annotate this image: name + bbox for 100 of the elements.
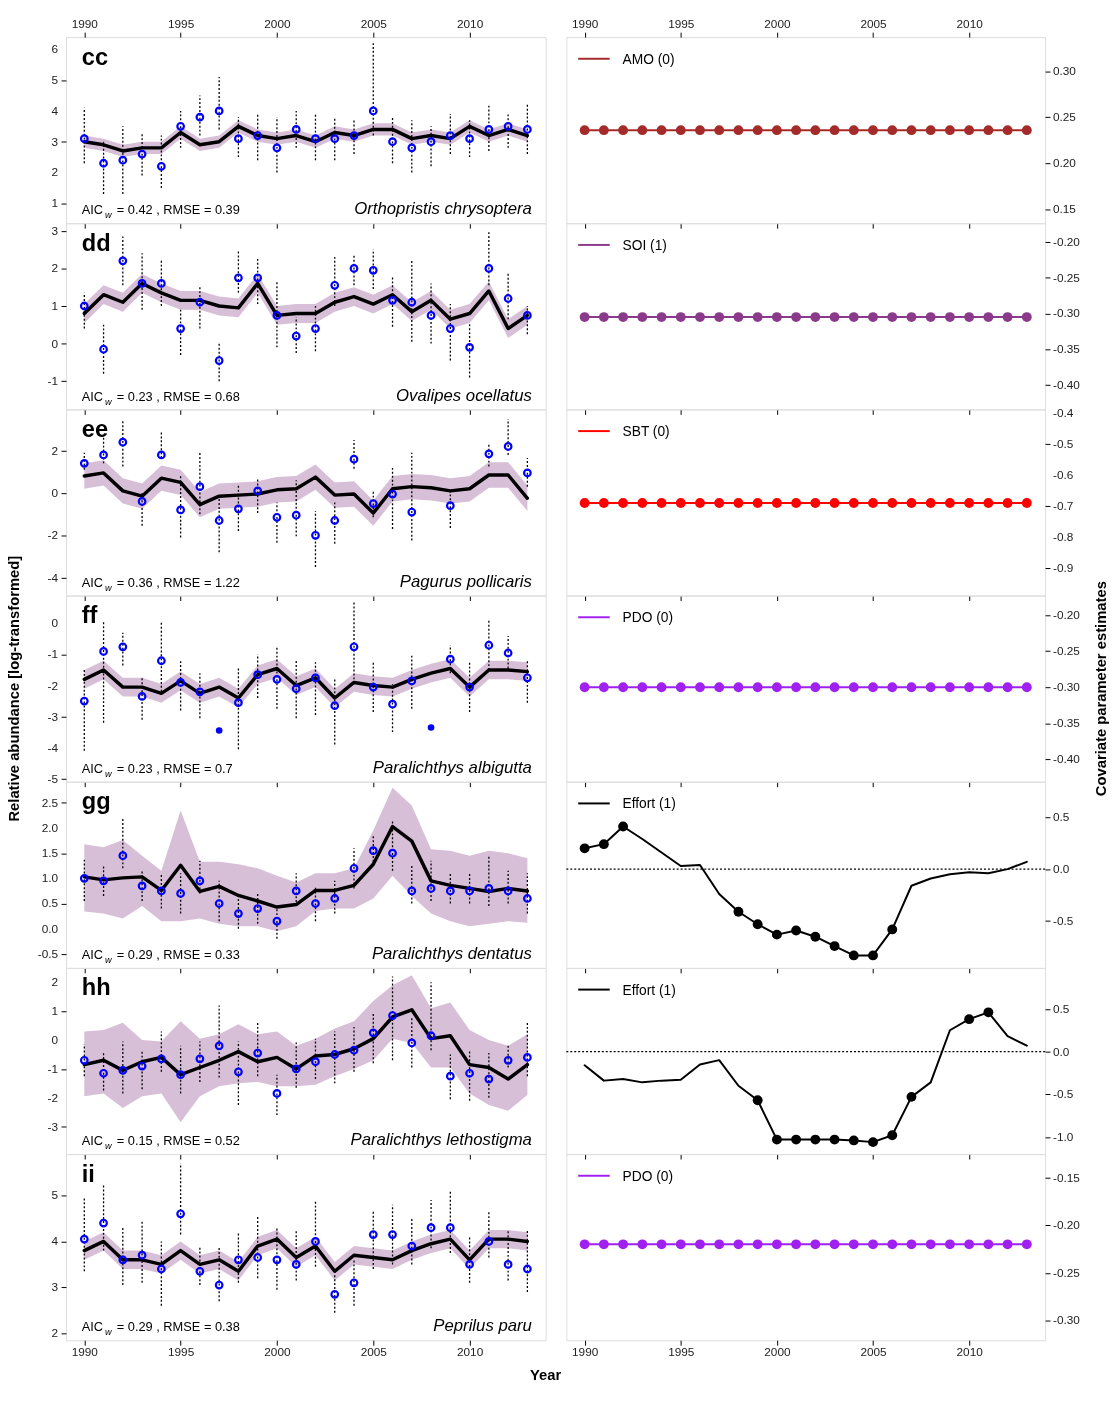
y-tick-label: 0 [51, 1033, 59, 1048]
y-tick-label: -0.5 [37, 946, 59, 961]
point [522, 125, 532, 134]
point [349, 863, 359, 873]
point [214, 1041, 224, 1051]
point [79, 873, 89, 883]
y2-tick-label: -0.20 [1052, 608, 1081, 623]
point [156, 161, 166, 171]
point [791, 925, 802, 936]
point [349, 642, 359, 652]
y-tick-label: 3 [51, 1280, 59, 1295]
point [195, 112, 205, 122]
point [848, 1135, 859, 1146]
point [272, 143, 282, 153]
y-tick-label: -1 [47, 647, 59, 662]
point [598, 839, 609, 850]
point [99, 647, 108, 656]
point [214, 106, 224, 116]
point [214, 1280, 224, 1290]
point [118, 256, 128, 266]
point [484, 640, 494, 650]
point [868, 1137, 878, 1148]
point [465, 682, 474, 692]
x-tick-label: 2010 [956, 1345, 984, 1360]
point [771, 929, 782, 940]
point [484, 449, 494, 459]
point [349, 1278, 359, 1288]
point [330, 894, 340, 903]
point [156, 1054, 166, 1064]
y-tick-label: -4 [47, 570, 59, 585]
point [272, 674, 282, 684]
point [137, 692, 147, 701]
legend-label: SBT (0) [622, 424, 670, 440]
point [253, 486, 263, 496]
y-tick-label: 2 [51, 443, 59, 458]
point [195, 876, 205, 886]
y-tick-label: 0 [51, 616, 59, 631]
point [906, 1091, 917, 1102]
legend-label: PDO (0) [622, 610, 673, 626]
point [176, 505, 186, 515]
x-tick-label: 2005 [360, 1345, 388, 1360]
point [118, 1255, 128, 1265]
x2-tick-label: 2000 [264, 16, 291, 31]
annotation: Paralichthys albigutta [372, 757, 532, 777]
point [195, 687, 205, 697]
x2-tick-label: 1990 [71, 16, 99, 31]
y-tick-label: 2 [51, 975, 59, 990]
point [368, 1028, 378, 1038]
annotation: Paralichthys lethostigma [350, 1130, 532, 1150]
point [234, 273, 243, 283]
point [291, 125, 301, 134]
x-tick-label: 1990 [71, 1345, 99, 1360]
point [368, 265, 378, 275]
point [253, 1253, 263, 1262]
point [118, 437, 128, 447]
point [118, 1065, 128, 1075]
y2-tick-label: -0.40 [1052, 378, 1081, 393]
point [426, 884, 436, 893]
x2-tick-label: 2005 [360, 16, 388, 31]
point [137, 279, 147, 288]
point [311, 673, 320, 683]
point [368, 1230, 378, 1239]
y2-tick-label: 0.0 [1052, 862, 1070, 877]
point [484, 264, 494, 273]
point [234, 698, 243, 708]
x2-tick-label: 2010 [456, 16, 484, 31]
y-tick-label: 5 [51, 73, 59, 88]
point [291, 1260, 301, 1269]
point [484, 884, 494, 893]
annotation: hh [81, 974, 111, 1001]
y-tick-label: 4 [51, 103, 59, 118]
y-tick-label: -2 [47, 678, 59, 693]
point [156, 279, 166, 288]
point [234, 134, 243, 144]
point [752, 1095, 763, 1106]
y-tick-label: 0 [51, 336, 59, 351]
point [445, 1223, 455, 1233]
point [618, 821, 629, 832]
y2-tick-label: 0.5 [1052, 1001, 1070, 1016]
point [579, 843, 590, 854]
point [272, 512, 282, 522]
point [118, 851, 128, 861]
annotation: dd [81, 229, 111, 256]
x-tick-label: 1995 [167, 1345, 195, 1360]
point [176, 678, 186, 687]
point [368, 499, 378, 508]
point [99, 1218, 108, 1228]
point [522, 468, 532, 478]
point [215, 727, 223, 734]
point [733, 906, 744, 917]
y2-tick-label: -0.5 [1052, 437, 1074, 452]
x-tick-label: 1990 [572, 1345, 599, 1360]
point [484, 1237, 494, 1246]
y2-tick-label: -0.25 [1052, 270, 1081, 285]
y2-tick-label: -0.25 [1052, 644, 1081, 659]
y2-tick-label: -0.4 [1052, 406, 1074, 421]
point [522, 1053, 532, 1062]
y-tick-label: 3 [51, 223, 59, 238]
x2-tick-label: 2000 [764, 16, 791, 31]
point [349, 131, 359, 140]
